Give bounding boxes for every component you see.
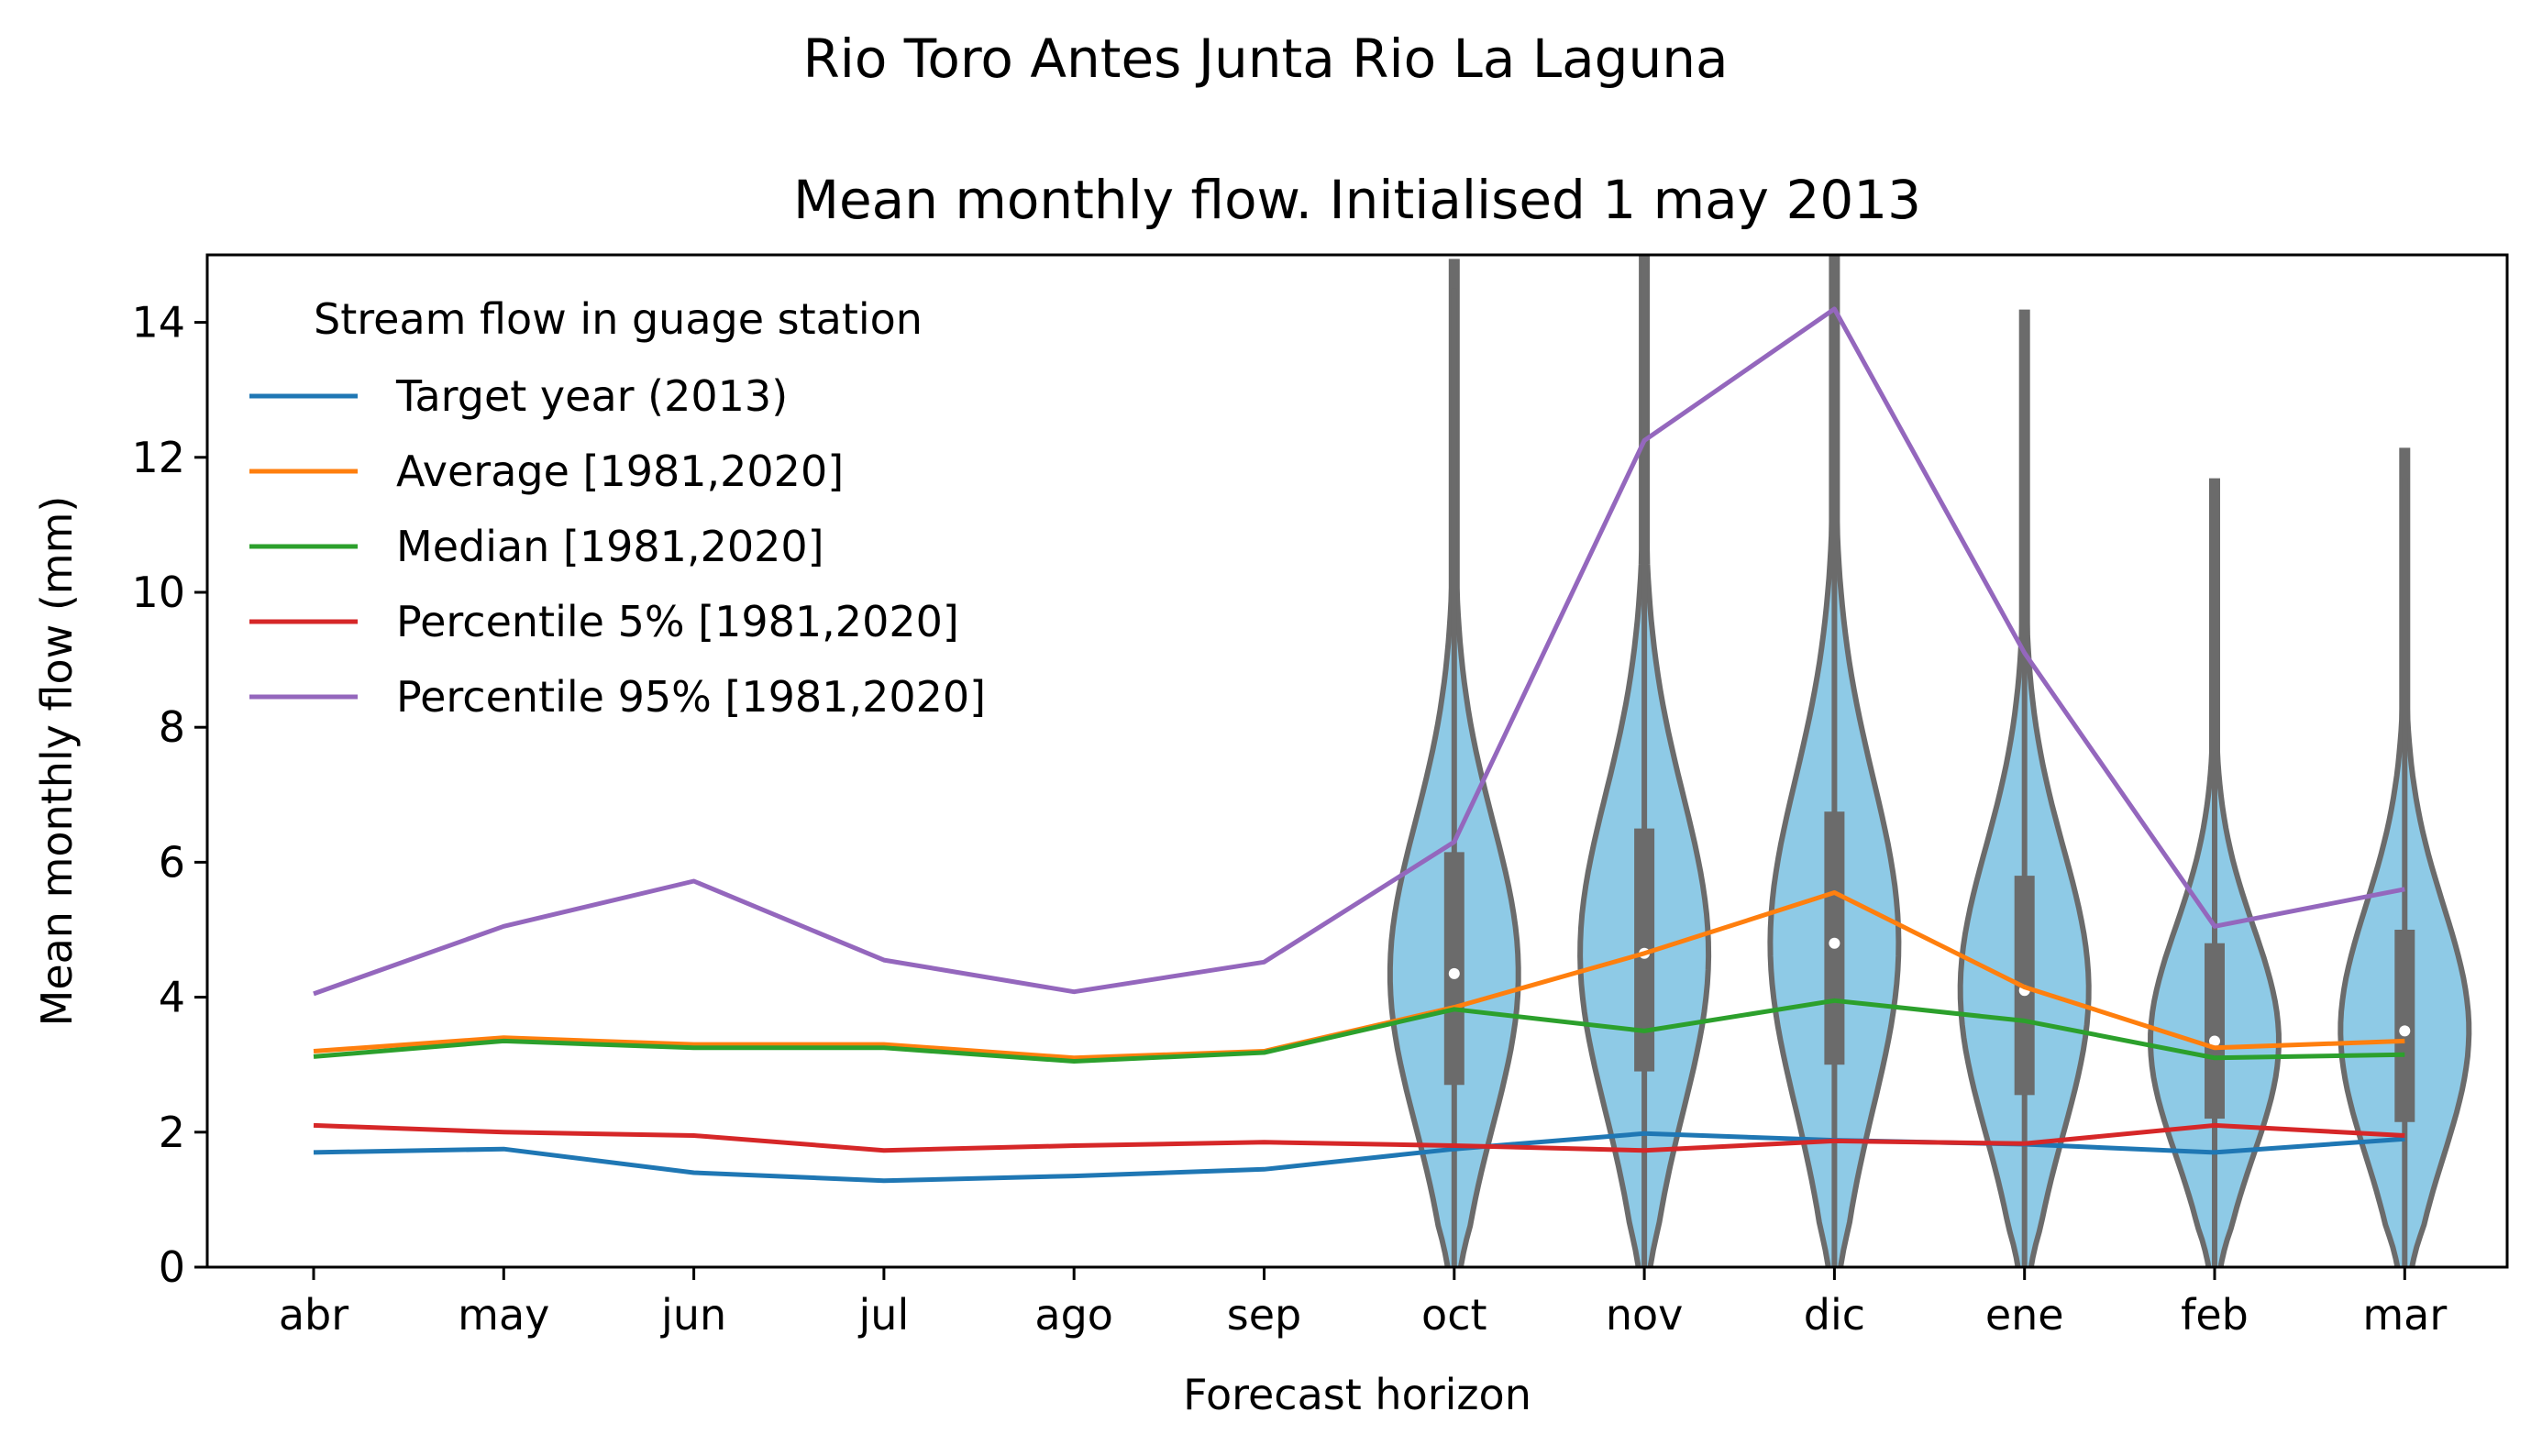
x-tick-label: sep (1227, 1290, 1301, 1340)
x-tick-label: oct (1421, 1290, 1487, 1340)
y-tick-label: 8 (159, 702, 185, 752)
y-tick-label: 2 (159, 1108, 185, 1157)
violin-median-dot (2399, 1025, 2411, 1037)
legend-label: Median [1981,2020] (396, 522, 824, 571)
series-lines-layer (313, 306, 2405, 1184)
violin-iqr-box (2205, 943, 2225, 1120)
series-line (313, 1122, 2405, 1153)
x-tick-label: may (458, 1290, 549, 1340)
y-tick-label: 14 (131, 298, 185, 347)
y-axis: 0 2 4 6 8 10 12 14 (131, 298, 207, 1292)
y-tick-label: 12 (131, 433, 185, 482)
violin-median-dot (1829, 937, 1840, 949)
x-tick-label: mar (2362, 1290, 2447, 1340)
x-tick-label: nov (1606, 1290, 1684, 1340)
y-axis-label: Mean monthly flow (mm) (32, 496, 82, 1027)
legend-title: Stream flow in guage station (314, 294, 923, 344)
legend-label: Average [1981,2020] (396, 447, 844, 496)
figure-suptitle: Rio Toro Antes Junta Rio La Laguna (802, 28, 1729, 90)
y-tick-label: 6 (159, 837, 185, 887)
x-tick-label: abr (279, 1290, 348, 1340)
y-tick-label: 10 (131, 568, 185, 617)
x-tick-label: jul (858, 1290, 910, 1340)
y-tick-label: 0 (159, 1242, 185, 1292)
legend-label: Target year (2013) (395, 371, 788, 421)
x-tick-label: ago (1034, 1290, 1113, 1340)
plot-title: Mean monthly flow. Initialised 1 may 201… (793, 169, 1921, 231)
violins-layer (1387, 255, 2472, 1267)
x-tick-label: feb (2181, 1290, 2249, 1340)
series-line (313, 998, 2405, 1064)
legend-label: Percentile 5% [1981,2020] (396, 597, 959, 646)
x-axis-label: Forecast horizon (1183, 1370, 1531, 1419)
y-tick-label: 4 (159, 973, 185, 1022)
violin-median-dot (1448, 967, 1460, 979)
series-line (313, 306, 2405, 997)
violin-median-dot (2209, 1035, 2220, 1047)
x-tick-label: jun (660, 1290, 726, 1340)
series-line (313, 1131, 2405, 1184)
x-tick-label: ene (1985, 1290, 2064, 1340)
legend-label: Percentile 95% [1981,2020] (396, 672, 986, 722)
legend: Stream flow in guage station Target year … (249, 294, 986, 722)
x-axis: abr may jun jul ago sep oct nov dic ene feb mar (279, 1267, 2447, 1340)
x-tick-label: dic (1804, 1290, 1865, 1340)
plot-frame (205, 253, 2509, 1269)
